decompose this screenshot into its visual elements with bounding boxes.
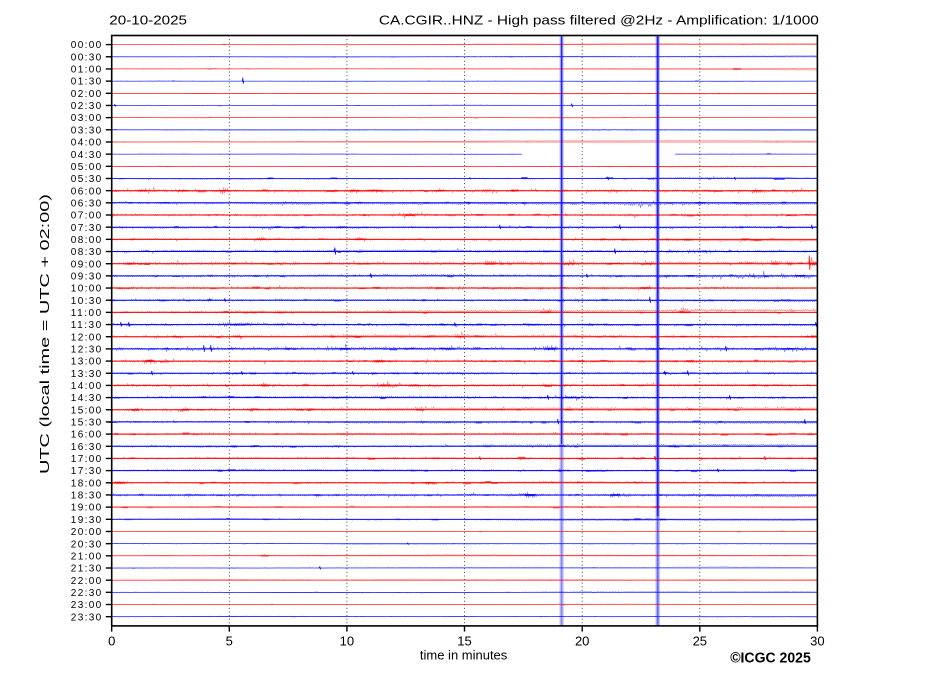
svg-text:06:00: 06:00 bbox=[71, 186, 102, 197]
svg-text:08:30: 08:30 bbox=[71, 247, 102, 258]
svg-text:22:00: 22:00 bbox=[71, 576, 102, 587]
svg-text:06:30: 06:30 bbox=[71, 198, 102, 209]
svg-text:16:00: 16:00 bbox=[71, 430, 102, 441]
svg-text:19:30: 19:30 bbox=[71, 515, 102, 526]
svg-text:15: 15 bbox=[457, 633, 471, 648]
svg-text:21:00: 21:00 bbox=[71, 551, 102, 562]
svg-text:05:30: 05:30 bbox=[71, 174, 102, 185]
svg-text:18:00: 18:00 bbox=[71, 478, 102, 489]
svg-text:25: 25 bbox=[693, 633, 707, 648]
svg-text:CA.CGIR..HNZ - High pass filte: CA.CGIR..HNZ - High pass filtered @2Hz -… bbox=[379, 12, 819, 27]
svg-text:time in minutes: time in minutes bbox=[420, 648, 508, 663]
svg-text:03:30: 03:30 bbox=[71, 125, 102, 136]
svg-text:14:30: 14:30 bbox=[71, 393, 102, 404]
svg-text:14:00: 14:00 bbox=[71, 381, 102, 392]
svg-text:10:00: 10:00 bbox=[71, 284, 102, 295]
svg-text:17:30: 17:30 bbox=[71, 466, 102, 477]
svg-text:15:00: 15:00 bbox=[71, 405, 102, 416]
svg-text:20-10-2025: 20-10-2025 bbox=[109, 12, 187, 27]
svg-text:09:00: 09:00 bbox=[71, 259, 102, 270]
svg-text:02:00: 02:00 bbox=[71, 89, 102, 100]
svg-text:10: 10 bbox=[340, 633, 354, 648]
svg-text:5: 5 bbox=[226, 633, 233, 648]
svg-text:12:30: 12:30 bbox=[71, 345, 102, 356]
svg-text:04:00: 04:00 bbox=[71, 138, 102, 149]
svg-text:01:00: 01:00 bbox=[71, 65, 102, 76]
svg-text:00:00: 00:00 bbox=[71, 40, 102, 51]
svg-text:0: 0 bbox=[108, 633, 115, 648]
svg-text:23:30: 23:30 bbox=[71, 612, 102, 623]
svg-text:20: 20 bbox=[575, 633, 589, 648]
svg-text:09:30: 09:30 bbox=[71, 271, 102, 282]
svg-text:15:30: 15:30 bbox=[71, 418, 102, 429]
svg-text:10:30: 10:30 bbox=[71, 296, 102, 307]
svg-text:23:00: 23:00 bbox=[71, 600, 102, 611]
svg-text:21:30: 21:30 bbox=[71, 564, 102, 575]
svg-text:07:00: 07:00 bbox=[71, 211, 102, 222]
svg-text:19:00: 19:00 bbox=[71, 503, 102, 514]
svg-text:03:00: 03:00 bbox=[71, 113, 102, 124]
svg-text:UTC (local time = UTC + 02:00): UTC (local time = UTC + 02:00) bbox=[37, 194, 52, 474]
svg-text:05:00: 05:00 bbox=[71, 162, 102, 173]
svg-text:13:30: 13:30 bbox=[71, 369, 102, 380]
svg-text:07:30: 07:30 bbox=[71, 223, 102, 234]
svg-text:04:30: 04:30 bbox=[71, 150, 102, 161]
svg-text:11:00: 11:00 bbox=[71, 308, 102, 319]
svg-text:17:00: 17:00 bbox=[71, 454, 102, 465]
svg-text:©ICGC 2025: ©ICGC 2025 bbox=[730, 650, 811, 666]
svg-text:11:30: 11:30 bbox=[71, 320, 102, 331]
svg-text:00:30: 00:30 bbox=[71, 52, 102, 63]
svg-text:13:00: 13:00 bbox=[71, 357, 102, 368]
svg-text:20:00: 20:00 bbox=[71, 527, 102, 538]
svg-text:08:00: 08:00 bbox=[71, 235, 102, 246]
svg-text:16:30: 16:30 bbox=[71, 442, 102, 453]
svg-text:30: 30 bbox=[810, 633, 824, 648]
svg-text:02:30: 02:30 bbox=[71, 101, 102, 112]
svg-text:20:30: 20:30 bbox=[71, 539, 102, 550]
svg-text:18:30: 18:30 bbox=[71, 491, 102, 502]
svg-text:01:30: 01:30 bbox=[71, 77, 102, 88]
svg-text:12:00: 12:00 bbox=[71, 332, 102, 343]
svg-text:22:30: 22:30 bbox=[71, 588, 102, 599]
